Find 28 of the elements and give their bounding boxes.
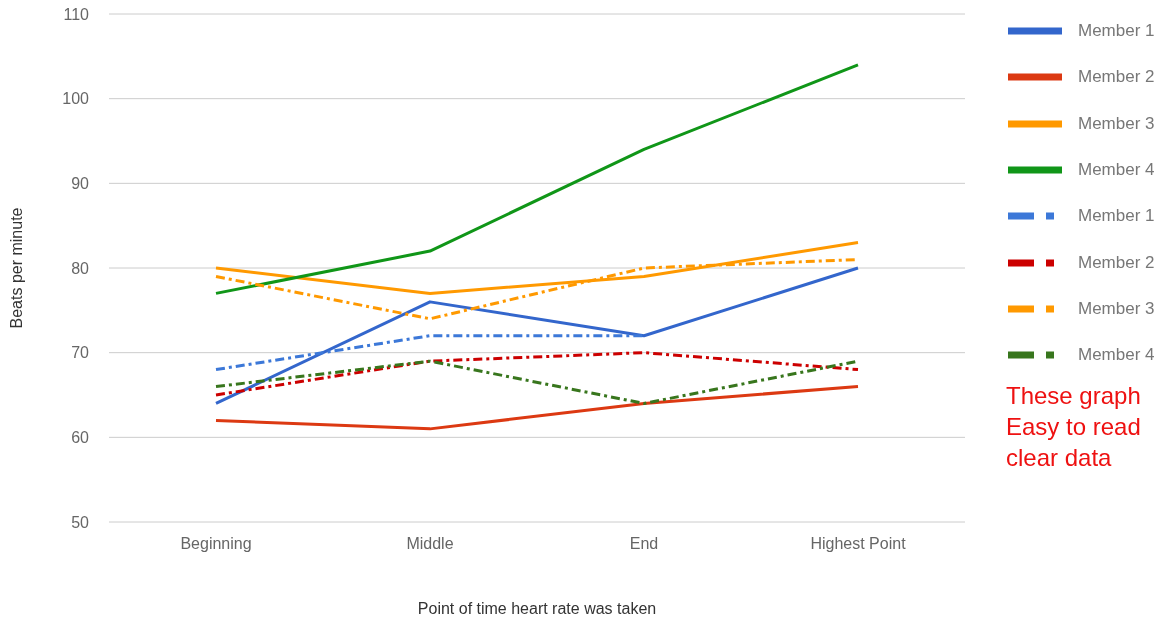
- line-series: [214, 385, 860, 431]
- y-tick-label: 50: [71, 513, 90, 531]
- legend-label: Member 4: [1078, 160, 1155, 181]
- line-series: [214, 351, 860, 397]
- x-axis-title: Point of time heart rate was taken: [417, 600, 657, 617]
- x-tick-label: Beginning: [180, 535, 252, 553]
- text: Easy to read: [1006, 412, 1141, 442]
- y-tick-label: 60: [71, 429, 90, 447]
- y-tick-label: 90: [71, 175, 90, 193]
- y-tick-label: 70: [71, 344, 90, 362]
- y-axis-title: Beats per minute: [7, 207, 25, 329]
- legend-label: Member 2: [1078, 252, 1155, 273]
- y-tick-label: 80: [71, 259, 90, 277]
- text: clear data: [1006, 443, 1113, 473]
- x-tick-label: Middle: [406, 535, 454, 553]
- y-tick-label: 100: [62, 90, 90, 108]
- text: These graph: [1006, 381, 1141, 411]
- legend-label: Member 1: [1078, 21, 1155, 42]
- legend-label: Member 3: [1078, 298, 1155, 319]
- legend-label: Member 3: [1078, 113, 1155, 134]
- legend-label: Member 2: [1078, 67, 1155, 88]
- y-tick-label: 110: [63, 5, 90, 23]
- x-tick-label: End: [629, 535, 659, 553]
- line-series: [214, 63, 860, 295]
- legend-label: Member 4: [1078, 345, 1155, 366]
- line-series: [214, 266, 860, 405]
- legend-label: Member 1: [1078, 206, 1155, 227]
- x-tick-label: Highest Point: [810, 535, 907, 553]
